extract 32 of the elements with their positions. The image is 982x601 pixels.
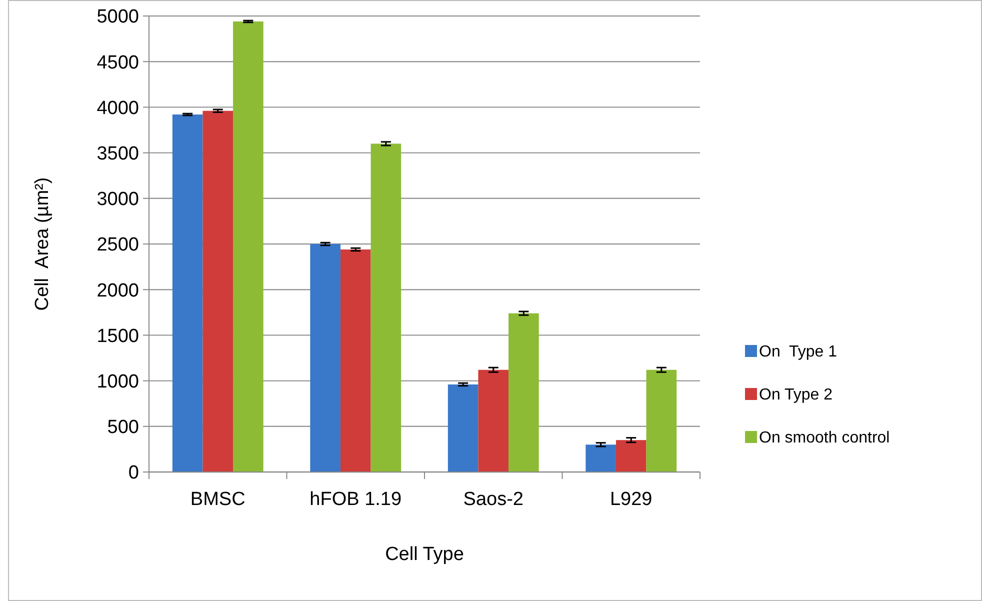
bar: [233, 21, 264, 472]
y-axis-title: Cell Area (µm²): [32, 177, 53, 311]
x-tick-label: Saos-2: [463, 489, 524, 510]
x-tick-label: L929: [610, 489, 652, 510]
y-tick-label: 5000: [96, 6, 139, 28]
y-tick-label: 0: [128, 462, 139, 484]
bar: [370, 144, 402, 472]
legend-label: On Type 2: [759, 386, 833, 404]
bar: [478, 370, 509, 472]
x-axis-title: Cell Type: [385, 544, 464, 565]
bar: [646, 370, 677, 472]
y-tick-label: 500: [107, 417, 139, 438]
bar: [508, 313, 539, 472]
bar: [586, 444, 616, 472]
legend-label: On Type 1: [759, 344, 838, 361]
bar: [340, 249, 371, 472]
x-tick-label: BMSC: [190, 489, 246, 510]
bar: [202, 110, 234, 472]
y-tick-label: 3000: [96, 189, 139, 210]
bar: [310, 244, 340, 472]
y-tick-label: 2000: [96, 280, 139, 302]
y-tick-label: 4000: [96, 98, 139, 119]
y-tick-label: 2500: [96, 234, 139, 256]
legend-label: On smooth control: [759, 430, 890, 447]
y-tick-label: 1000: [96, 371, 139, 392]
bar: [616, 440, 646, 472]
bar: [172, 114, 203, 472]
y-tick-label: 3500: [96, 143, 139, 164]
y-tick-label: 1500: [96, 326, 139, 347]
y-tick-label: 4500: [96, 52, 139, 74]
bar: [448, 384, 478, 472]
x-tick-label: hFOB 1.19: [310, 489, 402, 510]
